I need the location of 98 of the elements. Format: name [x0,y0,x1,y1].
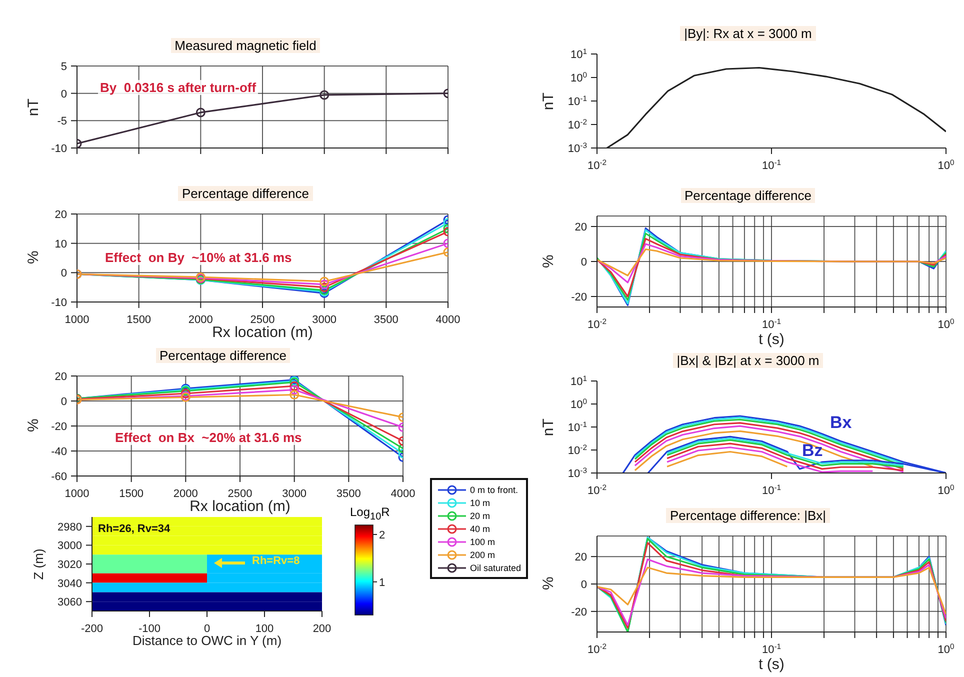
x-axis-title: Rx location (m) [212,324,313,341]
color-bar-label: 1 [379,576,386,589]
annotation: Bx [830,413,852,432]
color-bar-label: 2 [379,529,386,542]
x-tick-label: 4000 [436,314,460,326]
chart-title: Percentage difference [182,186,309,201]
legend-label: 200 m [470,550,496,560]
y-tick-label: 3060 [58,596,82,609]
chart-title: |By|: Rx at x = 3000 m [684,26,812,41]
y-tick-label: 2980 [58,521,82,534]
y-tick-label: 3020 [58,559,82,571]
y-tick-label: 10$^{1}$ [570,46,587,61]
y-axis-title: nT [25,98,42,116]
y-tick-label: 10$^{-1}$ [568,420,587,434]
y-tick-label: 10$^{1}$ [570,374,587,388]
legend-label: Oil saturated [470,562,522,572]
x-axis-title: t (s) [758,331,784,348]
y-tick-label: 0 [580,579,587,591]
legend-label: 0 m to front. [470,484,518,494]
y-tick-label: -40 [51,446,67,458]
x-tick-label: 2500 [250,314,275,326]
y-tick-label: 0 [60,396,67,408]
x-tick-label: 100 [255,623,274,635]
y-tick-label: -10 [51,297,67,309]
annotation: By 0.0316 s after turn-off [100,80,256,95]
y-tick-label: 20 [574,222,587,234]
y-tick-label: 10$^{-2}$ [568,117,587,132]
y-tick-label: 10$^{-1}$ [568,94,587,108]
x-tick-label: 3500 [336,488,361,500]
x-tick-label: 10$^{0}$ [938,316,954,331]
y-tick-label: 10$^{0}$ [570,396,587,411]
y-tick-label: 10$^{-3}$ [568,466,587,480]
y-tick-label: 20 [574,552,587,564]
color-bar-title: Log$_{10}$R [350,505,390,522]
chart-title: Measured magnetic field [174,38,316,53]
y-tick-label: 10$^{0}$ [570,70,587,84]
y-axis-title: nT [540,418,557,436]
x-tick-label: 3500 [374,314,398,326]
x-tick-label: 10$^{-1}$ [762,482,782,497]
x-tick-label: 2000 [173,488,198,500]
annotation: Rh=Rv=8 [252,555,300,567]
chart-title: |Bx| & |Bz| at x = 3000 m [676,353,820,368]
y-axis-title: nT [540,92,557,110]
y-tick-label: -10 [51,143,67,155]
y-axis-title: Z (m) [31,548,46,580]
annotation: Rh=26, Rv=34 [98,523,170,535]
annotation: Effect on Bx ~20% at 31.6 ms [115,430,302,445]
y-tick-label: -20 [571,606,587,618]
y-tick-label: -5 [57,116,67,128]
x-tick-label: 10$^{-1}$ [762,158,782,172]
x-tick-label: -100 [138,623,161,635]
y-axis-title: % [540,254,557,268]
x-tick-label: 2000 [188,314,213,326]
y-tick-label: 10$^{-3}$ [568,140,587,155]
x-axis-title: Distance to OWC in Y (m) [132,633,282,648]
chart-title: Percentage difference: |Bx| [670,508,826,523]
x-tick-label: -200 [80,623,104,635]
y-tick-label: 3000 [58,540,82,552]
chart-title: Percentage difference [684,188,812,203]
y-tick-label: 0 [580,256,587,268]
x-tick-label: 1000 [64,488,90,500]
x-tick-label: 0 [204,623,210,635]
y-tick-label: -20 [51,421,67,433]
y-tick-label: 20 [54,371,67,383]
y-axis-title: % [540,576,557,590]
y-axis-title: % [25,250,42,264]
y-tick-label: 10$^{-2}$ [568,442,587,457]
y-tick-label: 20 [54,209,67,221]
legend-label: 100 m [470,536,496,546]
y-tick-label: 0 [60,268,67,280]
x-tick-label: 1000 [64,314,90,326]
x-tick-label: 3000 [282,488,307,500]
x-tick-label: 10$^{0}$ [938,158,954,172]
annotation: Bz [802,441,823,460]
x-tick-label: 10$^{0}$ [938,642,954,656]
x-tick-label: 200 [312,623,332,635]
y-tick-label: 0 [60,88,67,100]
annotation: Effect on By ~10% at 31.6 ms [105,250,292,265]
x-tick-label: 1500 [119,488,144,500]
chart-title: Percentage difference [160,348,286,363]
x-tick-label: 10$^{-1}$ [762,316,782,331]
x-tick-label: 2500 [228,488,252,500]
legend-label: 10 m [470,498,490,508]
x-tick-label: 10$^{-1}$ [762,642,782,656]
y-tick-label: 10 [54,238,67,250]
y-tick-label: -20 [571,292,587,304]
x-tick-label: 10$^{0}$ [938,482,954,497]
y-tick-label: 3040 [58,578,82,590]
x-axis-title: Rx location (m) [190,498,290,515]
y-axis-title: % [25,418,42,432]
legend-label: 20 m [470,510,490,520]
x-axis-title: t (s) [758,656,784,673]
x-tick-label: 4000 [390,488,416,500]
legend-label: 40 m [470,524,490,534]
y-tick-label: -60 [51,471,67,483]
y-tick-label: 5 [60,61,67,73]
x-tick-label: 1500 [126,314,152,326]
x-tick-label: 3000 [312,314,337,326]
